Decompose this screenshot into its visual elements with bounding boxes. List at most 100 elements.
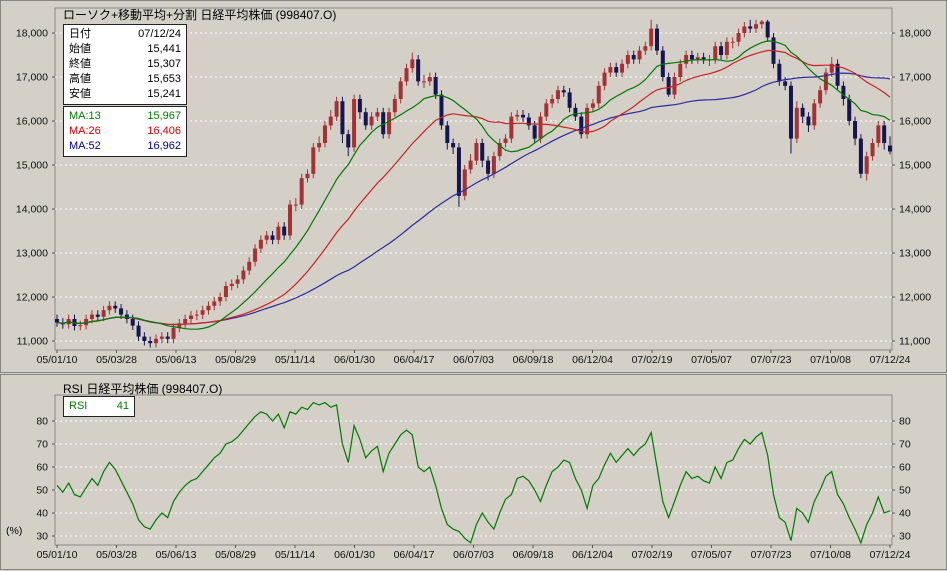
svg-text:07/05/07: 07/05/07 (691, 354, 732, 366)
ma-legend-row: MA:26 16,406 (69, 124, 181, 139)
svg-text:13,000: 13,000 (16, 248, 48, 260)
rsi-legend-row: RSI 41 (69, 399, 129, 414)
svg-text:14,000: 14,000 (899, 204, 931, 216)
rsi-x-axis-labels: 05/01/10 05/03/28 05/06/13 05/08/29 05/11/14… (37, 545, 911, 561)
rsi-legend-value: 41 (116, 400, 129, 412)
svg-text:05/08/29: 05/08/29 (215, 549, 256, 561)
svg-text:60: 60 (36, 462, 48, 474)
ma-legend-row: MA:13 15,967 (69, 109, 181, 124)
quote-row-value: 15,653 (147, 73, 181, 85)
svg-text:07/10/08: 07/10/08 (810, 354, 851, 366)
svg-text:18,000: 18,000 (16, 28, 48, 40)
svg-text:06/09/18: 06/09/18 (513, 354, 554, 366)
quote-row-label: 日付 (69, 28, 91, 40)
svg-text:70: 70 (36, 439, 48, 451)
svg-text:05/06/13: 05/06/13 (156, 354, 197, 366)
svg-text:06/12/04: 06/12/04 (572, 354, 613, 366)
svg-text:30: 30 (899, 531, 911, 543)
svg-text:40: 40 (899, 508, 911, 520)
rsi-line (56, 401, 891, 545)
quote-row-label: 始値 (69, 43, 91, 55)
price-chart-canvas: 18,000 18,000 17,000 17,000 16,000 16,000 15,0… (16, 7, 931, 366)
svg-text:16,000: 16,000 (16, 116, 48, 128)
quote-row-label: 終値 (69, 58, 91, 70)
price-x-axis-labels: 05/01/10 05/03/28 05/06/13 05/08/29 05/11/14… (37, 350, 911, 366)
svg-text:05/11/14: 05/11/14 (275, 549, 315, 561)
svg-text:07/02/19: 07/02/19 (632, 549, 673, 561)
svg-text:50: 50 (899, 485, 911, 497)
ma13-line (56, 40, 891, 330)
quote-row-label: 安値 (69, 88, 91, 100)
ma-legend-box: MA:13 15,967 MA:26 16,406 MA:52 16,962 (63, 106, 187, 157)
quote-row: 日付 07/12/24 (69, 27, 181, 42)
svg-text:05/01/10: 05/01/10 (37, 549, 78, 561)
svg-text:07/05/07: 07/05/07 (691, 549, 732, 561)
rsi-unit-label: (%) (6, 525, 23, 537)
svg-text:14,000: 14,000 (16, 204, 48, 216)
svg-text:07/10/08: 07/10/08 (810, 549, 851, 561)
svg-text:06/12/04: 06/12/04 (572, 549, 613, 561)
svg-text:80: 80 (36, 416, 48, 428)
quote-row-value: 15,241 (147, 88, 181, 100)
price-chart-title: ローソク+移動平均+分割 日経平均株価 (998407.O) (63, 8, 337, 22)
ma-legend-label: MA:52 (69, 140, 101, 152)
svg-text:06/01/30: 06/01/30 (334, 549, 375, 561)
svg-text:11,000: 11,000 (899, 336, 930, 348)
svg-text:80: 80 (899, 416, 911, 428)
svg-text:60: 60 (899, 462, 911, 474)
svg-text:05/11/14: 05/11/14 (275, 354, 315, 366)
svg-text:15,000: 15,000 (899, 160, 931, 172)
quote-row-value: 07/12/24 (138, 28, 181, 40)
svg-text:16,000: 16,000 (899, 116, 931, 128)
svg-text:11,000: 11,000 (17, 336, 48, 348)
rsi-legend-box: RSI 41 (63, 396, 135, 417)
svg-text:13,000: 13,000 (899, 248, 931, 260)
svg-text:06/04/17: 06/04/17 (394, 354, 435, 366)
ma-legend-row: MA:52 16,962 (69, 139, 181, 154)
svg-text:15,000: 15,000 (16, 160, 48, 172)
ma-legend-label: MA:26 (69, 125, 101, 137)
svg-text:06/09/18: 06/09/18 (513, 549, 554, 561)
rsi-legend-label: RSI (69, 400, 88, 412)
ma-legend-value: 16,962 (147, 140, 181, 152)
svg-text:05/08/29: 05/08/29 (215, 354, 256, 366)
ma-legend-label: MA:13 (69, 110, 101, 122)
svg-text:70: 70 (899, 439, 911, 451)
quote-row-label: 高値 (69, 73, 91, 85)
svg-text:06/04/17: 06/04/17 (394, 549, 435, 561)
rsi-chart-panel: 80 80 70 70 60 60 50 50 40 40 30 30 05/01/10 05/03/28… (0, 374, 947, 570)
price-chart-panel: 18,000 18,000 17,000 17,000 16,000 16,000 15,0… (0, 0, 947, 373)
rsi-plot-frame (54, 394, 893, 546)
svg-text:12,000: 12,000 (16, 292, 48, 304)
quote-row: 終値 15,307 (69, 57, 181, 72)
rsi-gridlines (55, 420, 892, 537)
quote-row: 高値 15,653 (69, 72, 181, 87)
candlesticks (55, 19, 892, 348)
svg-text:06/07/03: 06/07/03 (453, 549, 494, 561)
svg-text:05/03/28: 05/03/28 (96, 549, 137, 561)
svg-text:07/12/24: 07/12/24 (870, 549, 911, 561)
svg-text:07/07/23: 07/07/23 (751, 549, 792, 561)
rsi-chart-title: RSI 日経平均株価 (998407.O) (63, 382, 223, 396)
svg-text:17,000: 17,000 (899, 72, 931, 84)
ma-legend-value: 16,406 (147, 125, 181, 137)
quote-info-box: 日付 07/12/24 始値 15,441 終値 15,307 高値 15,65… (63, 24, 187, 105)
quote-row-value: 15,441 (147, 43, 181, 55)
svg-text:12,000: 12,000 (899, 292, 931, 304)
rsi-y-axis-labels: 80 80 70 70 60 60 50 50 40 40 30 30 (36, 416, 911, 543)
svg-text:05/06/13: 05/06/13 (156, 549, 197, 561)
price-y-axis-labels: 18,000 18,000 17,000 17,000 16,000 16,000 15,0… (16, 28, 931, 348)
ma-legend-value: 15,967 (147, 110, 181, 122)
svg-text:07/12/24: 07/12/24 (870, 354, 911, 366)
quote-row: 始値 15,441 (69, 42, 181, 57)
svg-text:06/07/03: 06/07/03 (453, 354, 494, 366)
svg-text:17,000: 17,000 (16, 72, 48, 84)
svg-text:40: 40 (36, 508, 48, 520)
svg-text:07/02/19: 07/02/19 (632, 354, 673, 366)
svg-text:18,000: 18,000 (899, 28, 931, 40)
svg-text:07/07/23: 07/07/23 (751, 354, 792, 366)
svg-text:50: 50 (36, 485, 48, 497)
quote-row-value: 15,307 (147, 58, 181, 70)
svg-text:05/03/28: 05/03/28 (96, 354, 137, 366)
